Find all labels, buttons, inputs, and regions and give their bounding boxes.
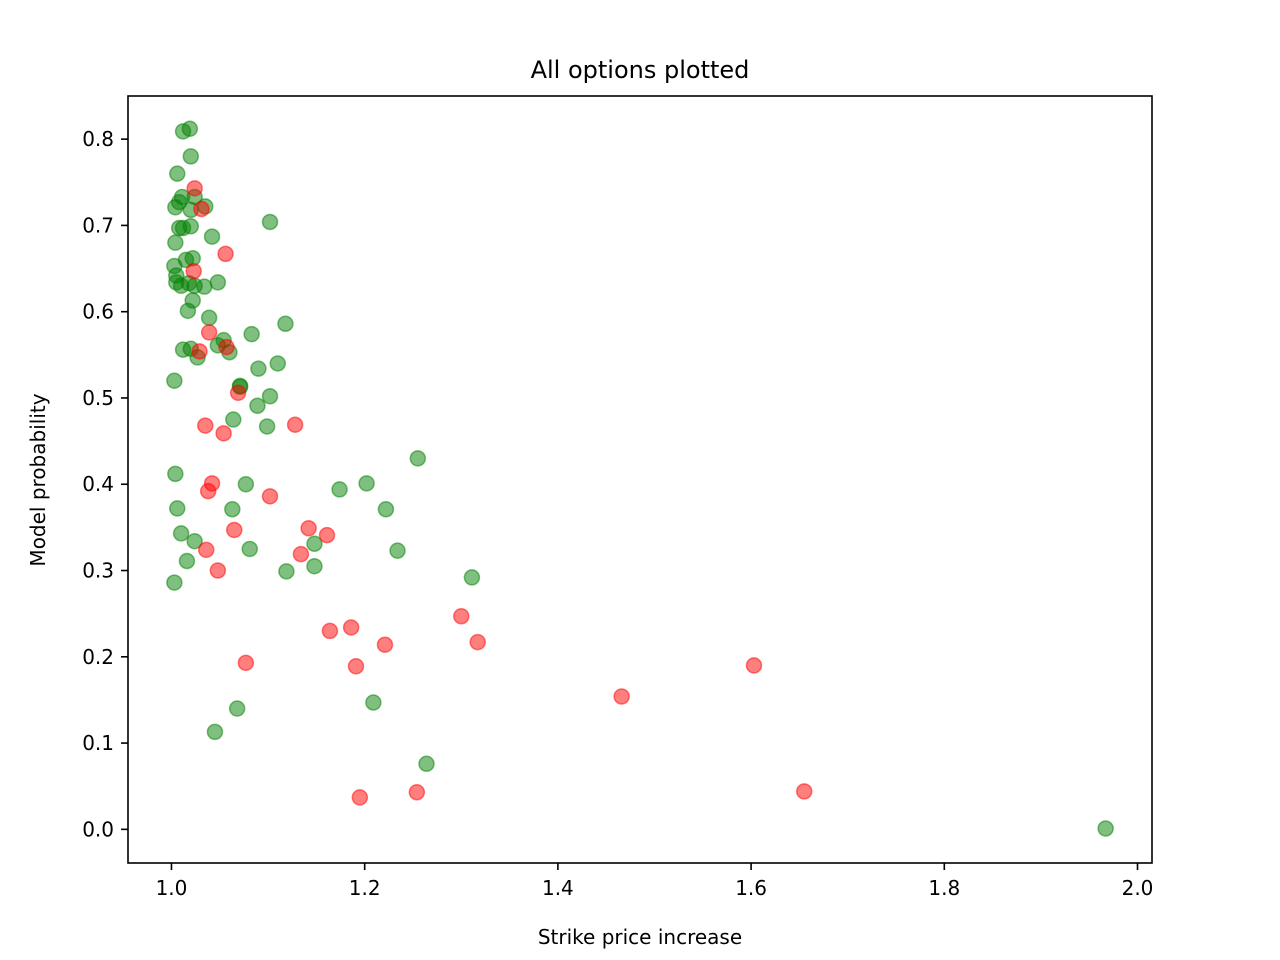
data-point-series-0-45	[258, 418, 276, 435]
y-tick-label-6: 0.6	[82, 300, 114, 324]
data-point-series-0-43	[249, 397, 266, 414]
data-point-series-0-47	[167, 465, 184, 483]
data-point-series-0-12	[182, 218, 200, 235]
chart-title: All options plotted	[531, 56, 750, 84]
data-point-series-1-14	[300, 520, 317, 537]
data-point-series-0-1	[181, 120, 199, 138]
data-point-series-1-23	[376, 636, 394, 653]
data-point-series-0-57	[306, 535, 323, 553]
x-tick-label-3: 1.6	[735, 876, 767, 900]
data-point-series-1-30	[408, 784, 426, 801]
data-point-series-1-12	[199, 482, 217, 500]
data-point-series-0-7	[167, 199, 184, 216]
data-point-series-0-50	[331, 481, 348, 498]
data-point-series-0-37	[250, 360, 267, 377]
data-point-series-1-31	[795, 783, 813, 800]
data-point-series-1-15	[226, 521, 243, 539]
data-point-series-0-64	[365, 694, 382, 711]
y-tick-label-4: 0.4	[82, 472, 114, 496]
y-tick-label-3: 0.3	[82, 559, 114, 583]
y-tick-label-8: 0.8	[82, 127, 114, 151]
data-point-series-0-58	[389, 542, 406, 559]
x-axis-label: Strike price increase	[538, 925, 742, 949]
x-axis-ticks: 1.0 1.2 1.4 1.6 1.8 2.0	[156, 863, 1154, 900]
data-point-series-0-56	[241, 540, 258, 558]
data-point-series-0-31	[277, 315, 294, 333]
data-point-series-0-49	[358, 475, 375, 492]
data-point-series-0-62	[463, 569, 481, 586]
y-tick-label-2: 0.2	[82, 645, 114, 669]
data-point-series-0-55	[186, 532, 203, 550]
data-point-series-1-28	[613, 688, 630, 705]
data-point-series-1-19	[209, 562, 227, 579]
data-point-series-1-1	[193, 200, 210, 218]
data-point-series-0-65	[228, 700, 246, 717]
data-point-series-0-39	[166, 372, 183, 389]
data-point-series-1-13	[261, 488, 279, 505]
x-tick-label-1: 1.2	[349, 876, 381, 900]
data-point-series-1-26	[237, 654, 255, 672]
data-point-series-1-24	[453, 608, 470, 625]
data-point-series-0-66	[206, 723, 224, 741]
data-point-series-0-15	[203, 228, 221, 245]
data-point-series-0-60	[278, 563, 295, 580]
y-tick-label-7: 0.7	[82, 213, 114, 237]
data-point-series-1-4	[200, 324, 218, 341]
data-point-series-1-17	[198, 541, 215, 559]
x-tick-label-4: 1.8	[928, 876, 960, 900]
y-tick-label-5: 0.5	[82, 386, 114, 410]
data-point-series-1-2	[217, 245, 234, 263]
y-tick-label-1: 0.1	[82, 731, 114, 755]
data-point-series-1-27	[745, 657, 763, 674]
data-point-series-1-18	[292, 545, 310, 563]
data-point-series-1-3	[185, 262, 202, 280]
data-point-series-1-5	[191, 343, 208, 360]
y-axis-ticks: 0.0 0.1 0.2 0.3 0.4 0.5 0.6 0.7 0.8	[82, 127, 128, 841]
data-point-series-0-25	[209, 274, 227, 291]
data-point-series-0-3	[169, 165, 186, 182]
data-point-series-1-25	[469, 633, 486, 651]
y-tick-label-0: 0.0	[82, 817, 114, 841]
data-point-series-0-27	[179, 302, 197, 320]
data-point-series-1-10	[286, 416, 304, 433]
data-point-series-1-8	[197, 417, 214, 434]
x-tick-label-0: 1.0	[156, 876, 188, 900]
data-point-series-1-21	[342, 619, 360, 636]
data-point-series-1-7	[229, 384, 247, 402]
data-point-series-1-0	[186, 180, 203, 197]
data-point-series-1-16	[318, 526, 336, 544]
data-point-series-0-38	[269, 355, 286, 372]
data-point-series-0-28	[200, 309, 218, 326]
data-point-series-0-14	[167, 234, 184, 251]
x-tick-label-2: 1.4	[542, 876, 574, 900]
data-point-series-0-52	[224, 501, 241, 518]
points-layer	[166, 120, 1114, 837]
data-point-series-0-53	[377, 501, 395, 518]
data-point-series-1-9	[215, 425, 232, 442]
data-point-series-0-30	[243, 325, 260, 343]
data-point-series-0-44	[225, 411, 242, 428]
data-point-series-0-59	[178, 552, 196, 570]
data-point-series-0-51	[169, 500, 186, 517]
data-point-series-1-20	[321, 622, 339, 640]
data-point-series-0-54	[172, 525, 190, 542]
data-point-series-0-48	[237, 476, 255, 493]
data-point-series-0-13	[261, 213, 279, 231]
plot-frame	[127, 95, 1153, 864]
data-point-series-0-63	[166, 574, 183, 591]
data-point-series-0-42	[261, 387, 279, 405]
data-point-series-0-2	[182, 148, 200, 165]
data-point-series-1-29	[351, 789, 369, 806]
data-point-series-0-68	[1097, 820, 1114, 837]
x-tick-label-5: 2.0	[1122, 876, 1154, 900]
data-point-series-0-61	[306, 557, 323, 575]
data-point-series-1-6	[218, 338, 235, 356]
data-point-series-0-67	[418, 755, 435, 773]
y-axis-label: Model probability	[26, 393, 50, 566]
data-point-series-1-22	[347, 658, 365, 675]
data-point-series-0-46	[409, 450, 427, 467]
data-point-series-0-24	[196, 278, 213, 295]
